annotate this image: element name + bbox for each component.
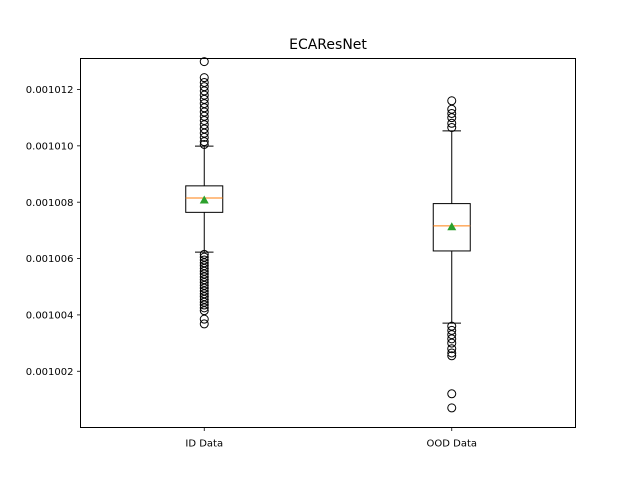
box-iqr xyxy=(185,185,224,213)
outlier-point xyxy=(447,389,457,399)
box-ood-data xyxy=(432,96,471,413)
x-axis: ID Data OOD Data xyxy=(185,427,478,450)
outlier-point xyxy=(447,123,457,133)
outlier-point xyxy=(199,132,209,142)
y-tick-label: 0.001002 xyxy=(26,367,74,378)
y-tick-label: 0.001010 xyxy=(26,141,74,152)
outlier-point xyxy=(199,137,209,147)
outlier-point xyxy=(447,108,457,118)
y-tick-label: 0.001008 xyxy=(26,198,74,209)
outlier-point xyxy=(447,334,457,344)
mean-marker xyxy=(199,195,209,204)
chart-title: ECAResNet xyxy=(289,37,367,53)
outlier-point xyxy=(447,351,457,361)
outlier-point xyxy=(199,57,209,67)
outlier-point xyxy=(447,344,457,354)
outlier-point xyxy=(199,300,209,310)
outlier-point xyxy=(447,113,457,123)
outlier-point xyxy=(199,139,209,149)
x-tick-label: OOD Data xyxy=(427,439,478,450)
outlier-point xyxy=(447,348,457,358)
outlier-point xyxy=(199,314,209,324)
box-iqr xyxy=(432,203,471,252)
outlier-point xyxy=(199,319,209,329)
outlier-point xyxy=(447,403,457,413)
box-id-data xyxy=(185,57,224,329)
outlier-point xyxy=(447,118,457,128)
outlier-point xyxy=(199,303,209,313)
y-tick-label: 0.001012 xyxy=(26,85,74,96)
axes-frame xyxy=(80,58,576,428)
y-axis: 0.001002 0.001004 0.001006 0.001008 0.001010… xyxy=(26,85,81,378)
outlier-point xyxy=(447,96,457,106)
outlier-point xyxy=(447,338,457,348)
y-tick-label: 0.001006 xyxy=(26,254,74,265)
plot-area xyxy=(185,57,471,413)
x-tick-label: ID Data xyxy=(185,439,223,450)
mean-marker xyxy=(447,222,457,231)
outlier-point xyxy=(199,73,209,83)
y-tick-label: 0.001004 xyxy=(26,311,74,322)
